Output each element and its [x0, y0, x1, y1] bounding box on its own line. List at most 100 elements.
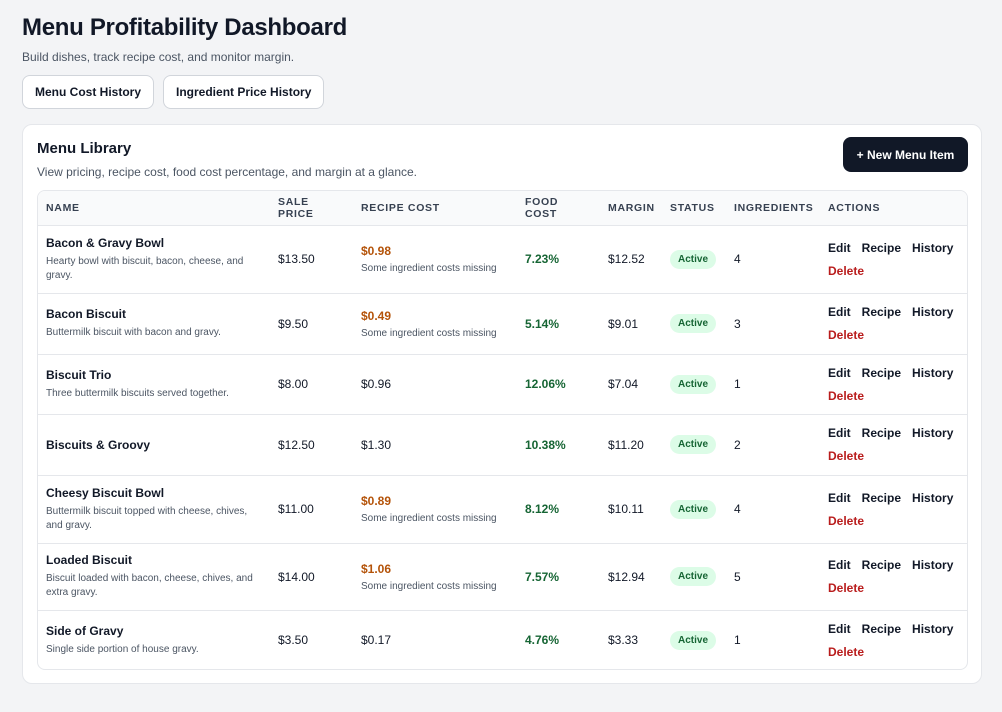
- delete-link[interactable]: Delete: [828, 328, 865, 342]
- table-row: Biscuit Trio Three buttermilk biscuits s…: [38, 354, 967, 415]
- delete-link[interactable]: Delete: [828, 449, 865, 463]
- delete-link[interactable]: Delete: [828, 513, 865, 528]
- food-cost-value: 12.06%: [525, 377, 566, 391]
- history-link[interactable]: History: [912, 621, 954, 636]
- menu-library-title: Menu Library: [37, 140, 132, 157]
- missing-cost-note: Some ingredient costs missing: [361, 580, 497, 592]
- edit-link[interactable]: Edit: [828, 240, 851, 255]
- delete-link[interactable]: Delete: [828, 581, 865, 595]
- item-description: Buttermilk biscuit topped with cheese, c…: [46, 505, 248, 531]
- cell-name: Biscuit Trio Three buttermilk biscuits s…: [38, 354, 270, 415]
- col-name: NAME: [38, 191, 270, 226]
- menu-table: NAME SALE PRICE RECIPE COST FOOD COST MA…: [37, 190, 968, 670]
- table-row: Side of Gravy Single side portion of hou…: [38, 610, 967, 669]
- top-nav: Menu Cost History Ingredient Price Histo…: [22, 75, 325, 109]
- cell-recipe-cost: $1.06 Some ingredient costs missing: [353, 543, 517, 611]
- cell-ingredients: 1: [734, 633, 741, 648]
- missing-cost-note: Some ingredient costs missing: [361, 263, 497, 274]
- status-badge: Active: [670, 630, 717, 650]
- item-name: Biscuits & Groovy: [46, 437, 151, 452]
- food-cost-value: 8.12%: [525, 502, 560, 516]
- col-status: STATUS: [662, 191, 726, 226]
- recipe-link[interactable]: Recipe: [861, 305, 902, 319]
- history-link[interactable]: History: [912, 426, 954, 440]
- edit-link[interactable]: Edit: [828, 365, 851, 380]
- history-link[interactable]: History: [912, 240, 954, 255]
- edit-link[interactable]: Edit: [828, 490, 851, 505]
- delete-link[interactable]: Delete: [828, 388, 865, 403]
- cell-name: Bacon Biscuit Buttermilk biscuit with ba…: [38, 293, 270, 355]
- recipe-link[interactable]: Recipe: [861, 365, 902, 380]
- cell-food-cost: 7.57%: [517, 543, 600, 611]
- cell-name: Loaded Biscuit Biscuit loaded with bacon…: [38, 543, 270, 611]
- recipe-cost-value: $0.98: [361, 244, 392, 258]
- table-row: Biscuits & Groovy $12.50 $1.30 10.38% $1…: [38, 414, 967, 476]
- recipe-link[interactable]: Recipe: [861, 240, 902, 255]
- status-badge: Active: [670, 374, 717, 394]
- cell-name: Cheesy Biscuit Bowl Buttermilk biscuit t…: [38, 475, 270, 544]
- edit-link[interactable]: Edit: [828, 426, 851, 440]
- cell-ingredients: 1: [726, 354, 820, 415]
- cell-ingredients: 5: [726, 543, 820, 611]
- cell-name: Biscuits & Groovy: [38, 414, 270, 476]
- recipe-cost-value: $0.89: [361, 494, 392, 508]
- new-menu-item-button[interactable]: + New Menu Item: [843, 137, 968, 172]
- menu-cost-history-button[interactable]: Menu Cost History: [22, 75, 155, 109]
- cell-actions: Edit Recipe History Delete: [820, 293, 967, 355]
- history-link[interactable]: History: [912, 558, 954, 572]
- cell-actions: Edit Recipe History Delete: [820, 414, 967, 476]
- edit-link[interactable]: Edit: [828, 305, 851, 319]
- recipe-link[interactable]: Recipe: [861, 490, 902, 505]
- cell-status: Active: [662, 543, 726, 611]
- recipe-link[interactable]: Recipe: [861, 558, 902, 572]
- cell-sale-price: $3.50: [278, 633, 309, 648]
- col-sale-price: SALE PRICE: [270, 191, 353, 226]
- missing-cost-note: Some ingredient costs missing: [361, 513, 497, 524]
- item-name: Side of Gravy: [46, 623, 124, 638]
- cell-status: Active: [662, 475, 726, 544]
- edit-link[interactable]: Edit: [828, 558, 851, 572]
- cell-food-cost: 5.14%: [517, 293, 600, 355]
- recipe-link[interactable]: Recipe: [861, 621, 902, 636]
- col-recipe-cost: RECIPE COST: [353, 191, 517, 226]
- cell-margin: $3.33: [608, 633, 639, 648]
- status-badge: Active: [670, 499, 717, 519]
- item-name: Cheesy Biscuit Bowl: [46, 485, 165, 500]
- cell-food-cost: 7.23%: [517, 225, 600, 294]
- history-link[interactable]: History: [912, 305, 954, 319]
- cell-sale-price: $14.00: [270, 543, 353, 611]
- cell-sale-price: $12.50: [270, 414, 353, 476]
- cell-recipe-cost: $0.49 Some ingredient costs missing: [353, 293, 517, 355]
- status-badge: Active: [670, 249, 717, 269]
- item-description: Single side portion of house gravy.: [46, 643, 199, 655]
- recipe-cost-value: $0.96: [361, 377, 392, 391]
- cell-status: Active: [662, 354, 726, 415]
- cell-ingredients: 4: [726, 475, 820, 544]
- recipe-cost-value: $0.49: [361, 308, 392, 323]
- item-name: Biscuit Trio: [46, 367, 112, 382]
- delete-link[interactable]: Delete: [828, 644, 865, 659]
- recipe-link[interactable]: Recipe: [861, 426, 902, 440]
- edit-link[interactable]: Edit: [828, 621, 851, 636]
- cell-food-cost: 10.38%: [517, 414, 600, 476]
- menu-library-card: Menu Library View pricing, recipe cost, …: [22, 124, 982, 684]
- item-name: Loaded Biscuit: [46, 553, 133, 567]
- history-link[interactable]: History: [912, 490, 954, 505]
- cell-ingredients: 4: [726, 225, 820, 294]
- table-row: Cheesy Biscuit Bowl Buttermilk biscuit t…: [38, 475, 967, 544]
- cell-margin: $11.20: [600, 414, 662, 476]
- item-description: Three buttermilk biscuits served togethe…: [46, 387, 229, 399]
- delete-link[interactable]: Delete: [828, 263, 865, 278]
- cell-sale-price: $13.50: [270, 225, 353, 294]
- status-badge: Active: [670, 314, 717, 333]
- food-cost-value: 7.23%: [525, 252, 560, 266]
- ingredient-price-history-button[interactable]: Ingredient Price History: [163, 75, 325, 109]
- cell-ingredients: 2: [726, 414, 820, 476]
- cell-actions: Edit Recipe History Delete: [820, 354, 967, 415]
- food-cost-value: 7.57%: [525, 569, 560, 584]
- cell-food-cost: 8.12%: [517, 475, 600, 544]
- history-link[interactable]: History: [912, 365, 954, 380]
- status-badge: Active: [670, 567, 717, 586]
- cell-recipe-cost: $1.30: [353, 414, 517, 476]
- cell-margin: $10.11: [600, 475, 662, 544]
